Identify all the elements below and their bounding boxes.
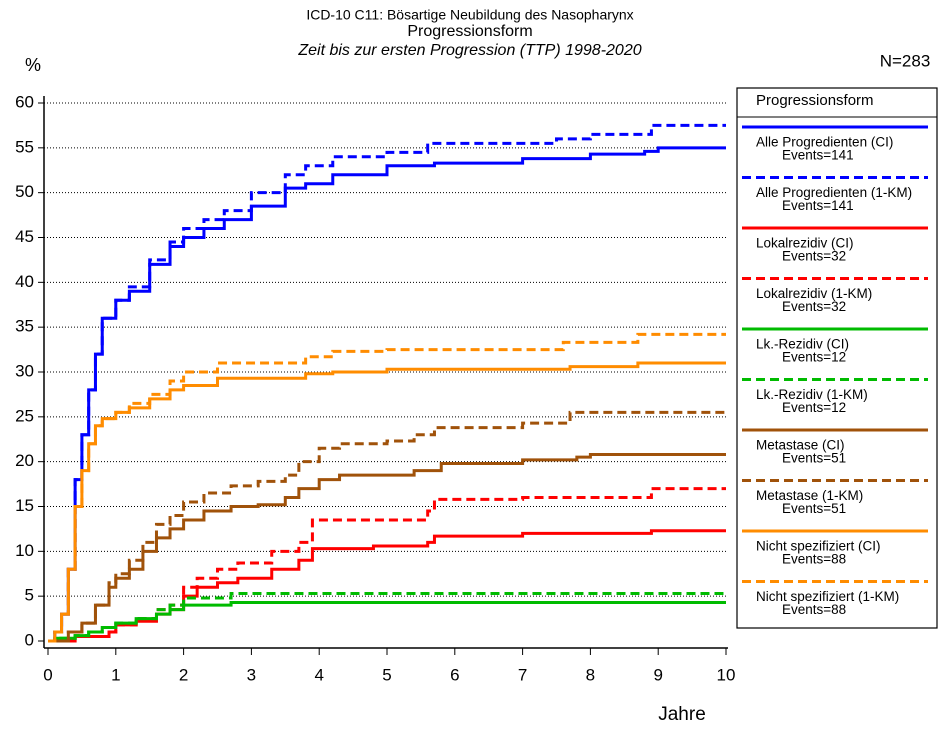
x-tick-label: 10 [717, 665, 736, 684]
step-line [48, 529, 726, 643]
legend-label: Nicht spezifiziert (CI) [756, 539, 881, 554]
chart-subtitle: Zeit bis zur ersten Progression (TTP) 19… [297, 42, 641, 59]
y-tick-label: 45 [15, 227, 34, 246]
step-line [48, 410, 726, 643]
legend-events: Events=32 [782, 299, 846, 314]
step-line [48, 123, 726, 643]
x-tick-label: 8 [586, 665, 595, 684]
legend-events: Events=51 [782, 501, 846, 516]
n-label: N=283 [880, 51, 931, 70]
x-tick-label: 5 [382, 665, 391, 684]
legend-label: Nicht spezifiziert (1-KM) [756, 589, 899, 604]
y-tick-label: 0 [25, 630, 34, 649]
x-axis-label: Jahre [658, 704, 706, 725]
legend-label: Metastase (1-KM) [756, 488, 863, 503]
y-tick-label: 40 [15, 272, 34, 291]
y-axis-label: % [25, 55, 41, 75]
x-tick-label: 0 [43, 665, 52, 684]
x-tick-label: 3 [247, 665, 256, 684]
legend-events: Events=32 [782, 249, 846, 264]
legend-title: Progressionsform [756, 92, 874, 109]
step-line [48, 332, 726, 643]
y-tick-label: 20 [15, 451, 34, 470]
legend-events: Events=12 [782, 350, 846, 365]
y-tick-label: 55 [15, 137, 34, 156]
legend-events: Events=141 [782, 198, 854, 213]
legend-label: Alle Progredienten (1-KM) [756, 185, 912, 200]
x-tick-label: 6 [450, 665, 459, 684]
legend-events: Events=88 [782, 552, 846, 567]
legend-label: Lk.-Rezidiv (CI) [756, 337, 849, 352]
legend-events: Events=51 [782, 451, 846, 466]
legend-events: Events=141 [782, 148, 854, 163]
step-line [48, 146, 726, 643]
chart-subtitle: Progressionsform [407, 23, 532, 40]
y-tick-label: 5 [25, 586, 34, 605]
legend-label: Metastase (CI) [756, 438, 845, 453]
x-tick-label: 9 [653, 665, 662, 684]
legend-label: Lk.-Rezidiv (1-KM) [756, 387, 868, 402]
step-line [48, 487, 726, 643]
y-tick-label: 35 [15, 317, 34, 336]
y-tick-label: 60 [15, 92, 34, 111]
legend-label: Alle Progredienten (CI) [756, 135, 893, 150]
y-tick-label: 50 [15, 182, 34, 201]
x-tick-label: 4 [314, 665, 323, 684]
x-tick-label: 1 [111, 665, 120, 684]
y-tick-label: 30 [15, 361, 34, 380]
step-line [48, 452, 726, 643]
x-tick-label: 7 [518, 665, 527, 684]
step-line [48, 591, 726, 643]
legend-label: Lokalrezidiv (1-KM) [756, 286, 872, 301]
legend-events: Events=88 [782, 602, 846, 617]
x-tick-label: 2 [179, 665, 188, 684]
legend-label: Lokalrezidiv (CI) [756, 236, 854, 251]
chart-title: ICD-10 C11: Bösartige Neubildung des Nas… [306, 7, 633, 23]
legend-box [736, 87, 938, 629]
y-tick-label: 15 [15, 496, 34, 515]
y-tick-label: 25 [15, 406, 34, 425]
y-tick-label: 10 [15, 541, 34, 560]
legend-events: Events=12 [782, 400, 846, 415]
